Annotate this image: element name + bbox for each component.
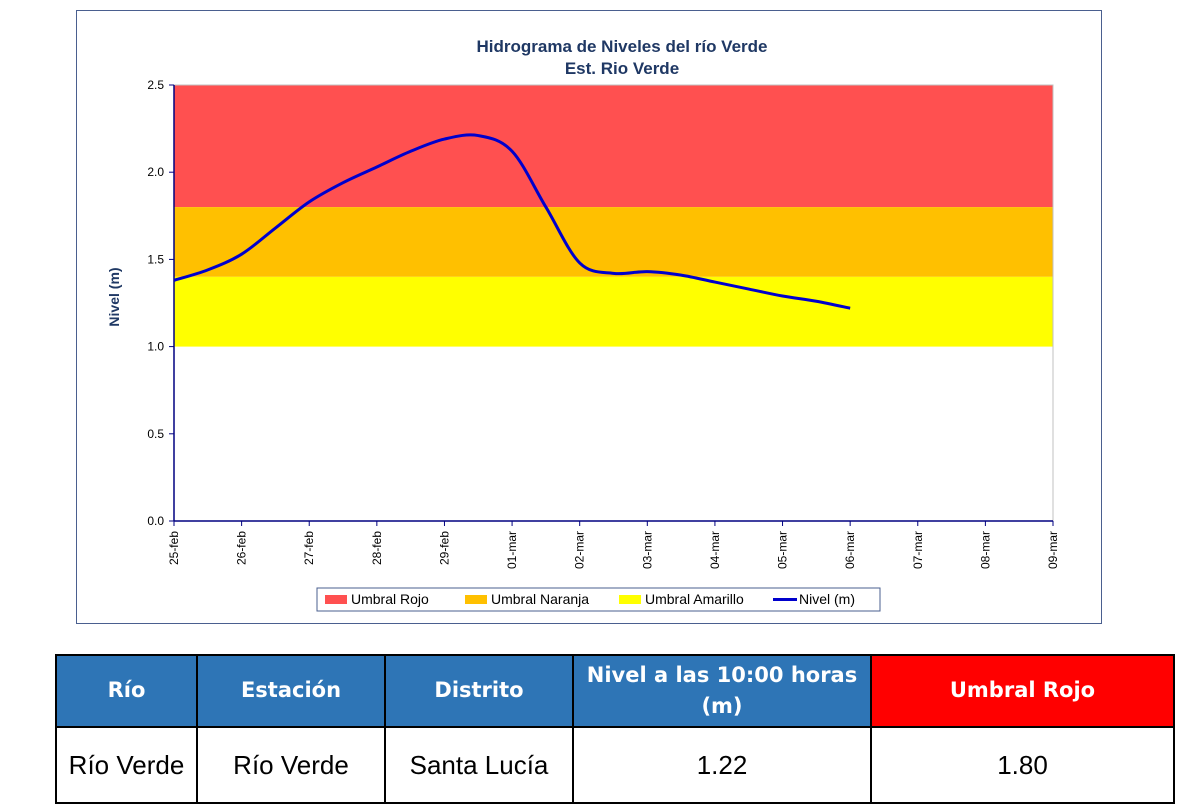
legend-swatch [465,595,487,604]
x-tick-label: 27-feb [302,531,316,565]
threshold-bands [174,85,1053,347]
legend-box [316,587,881,612]
x-tick-label: 28-feb [370,531,384,565]
x-tick-label: 25-feb [167,531,181,565]
x-tick-label: 09-mar [1046,531,1060,569]
x-tick-label: 29-feb [437,531,451,565]
chart-title: Hidrograma de Niveles del río Verde [476,37,767,56]
hydrograph-chart: Hidrograma de Niveles del río Verde Est.… [106,37,1060,612]
header-estacion: Estación [196,654,386,728]
x-tick-label: 03-mar [640,531,654,569]
x-tick-label: 08-mar [978,531,992,569]
legend-swatch [619,595,641,604]
y-tick-label: 0.0 [147,514,164,528]
cell-distrito: Santa Lucía [384,726,574,804]
table-header-row: Río Estación Distrito Nivel a las 10:00 … [55,654,1175,728]
x-tick-label: 06-mar [843,531,857,569]
cell-rio: Río Verde [55,726,198,804]
legend-label: Nivel (m) [799,591,855,607]
x-tick-label: 05-mar [776,531,790,569]
x-tick-label: 07-mar [911,531,925,569]
x-tick-label: 01-mar [505,531,519,569]
chart-axes: 0.0 0.5 1.0 1.5 2.0 2.5 25-feb 26-feb 27-feb 28-f… [147,78,1060,569]
legend-label: Umbral Naranja [491,591,589,607]
cell-nivel: 1.22 [572,726,872,804]
y-tick-label: 2.0 [147,165,164,179]
y-axis-label: Nivel (m) [106,267,122,326]
series-line-nivel [173,133,851,310]
header-nivel: Nivel a las 10:00 horas (m) [572,654,872,728]
header-rio: Río [55,654,198,728]
series-layer [173,133,851,310]
legend-label: Umbral Amarillo [645,591,744,607]
band-umbral-naranja [174,207,1053,277]
chart-subtitle: Est. Rio Verde [565,59,679,78]
chart-legend: Umbral Rojo Umbral Naranja Umbral Amarillo… [316,587,881,612]
legend-swatch [325,595,347,604]
header-umbral-rojo: Umbral Rojo [870,654,1175,728]
x-tick-label: 02-mar [573,531,587,569]
y-tick-label: 2.5 [147,78,164,92]
cell-estacion: Río Verde [196,726,386,804]
cell-umbral-rojo: 1.80 [870,726,1175,804]
y-tick-label: 1.5 [147,252,164,266]
y-tick-label: 0.5 [147,427,164,441]
header-distrito: Distrito [384,654,574,728]
chart-panel: Hidrograma de Niveles del río Verde Est.… [76,10,1102,624]
x-tick-label: 26-feb [235,531,249,565]
band-umbral-amarillo [174,276,1053,347]
table-row: Río Verde Río Verde Santa Lucía 1.22 1.8… [55,726,1175,804]
x-tick-label: 04-mar [708,531,722,569]
level-table: Río Estación Distrito Nivel a las 10:00 … [55,654,1175,804]
y-tick-label: 1.0 [147,340,164,354]
legend-label: Umbral Rojo [351,591,429,607]
band-umbral-rojo [174,85,1053,208]
